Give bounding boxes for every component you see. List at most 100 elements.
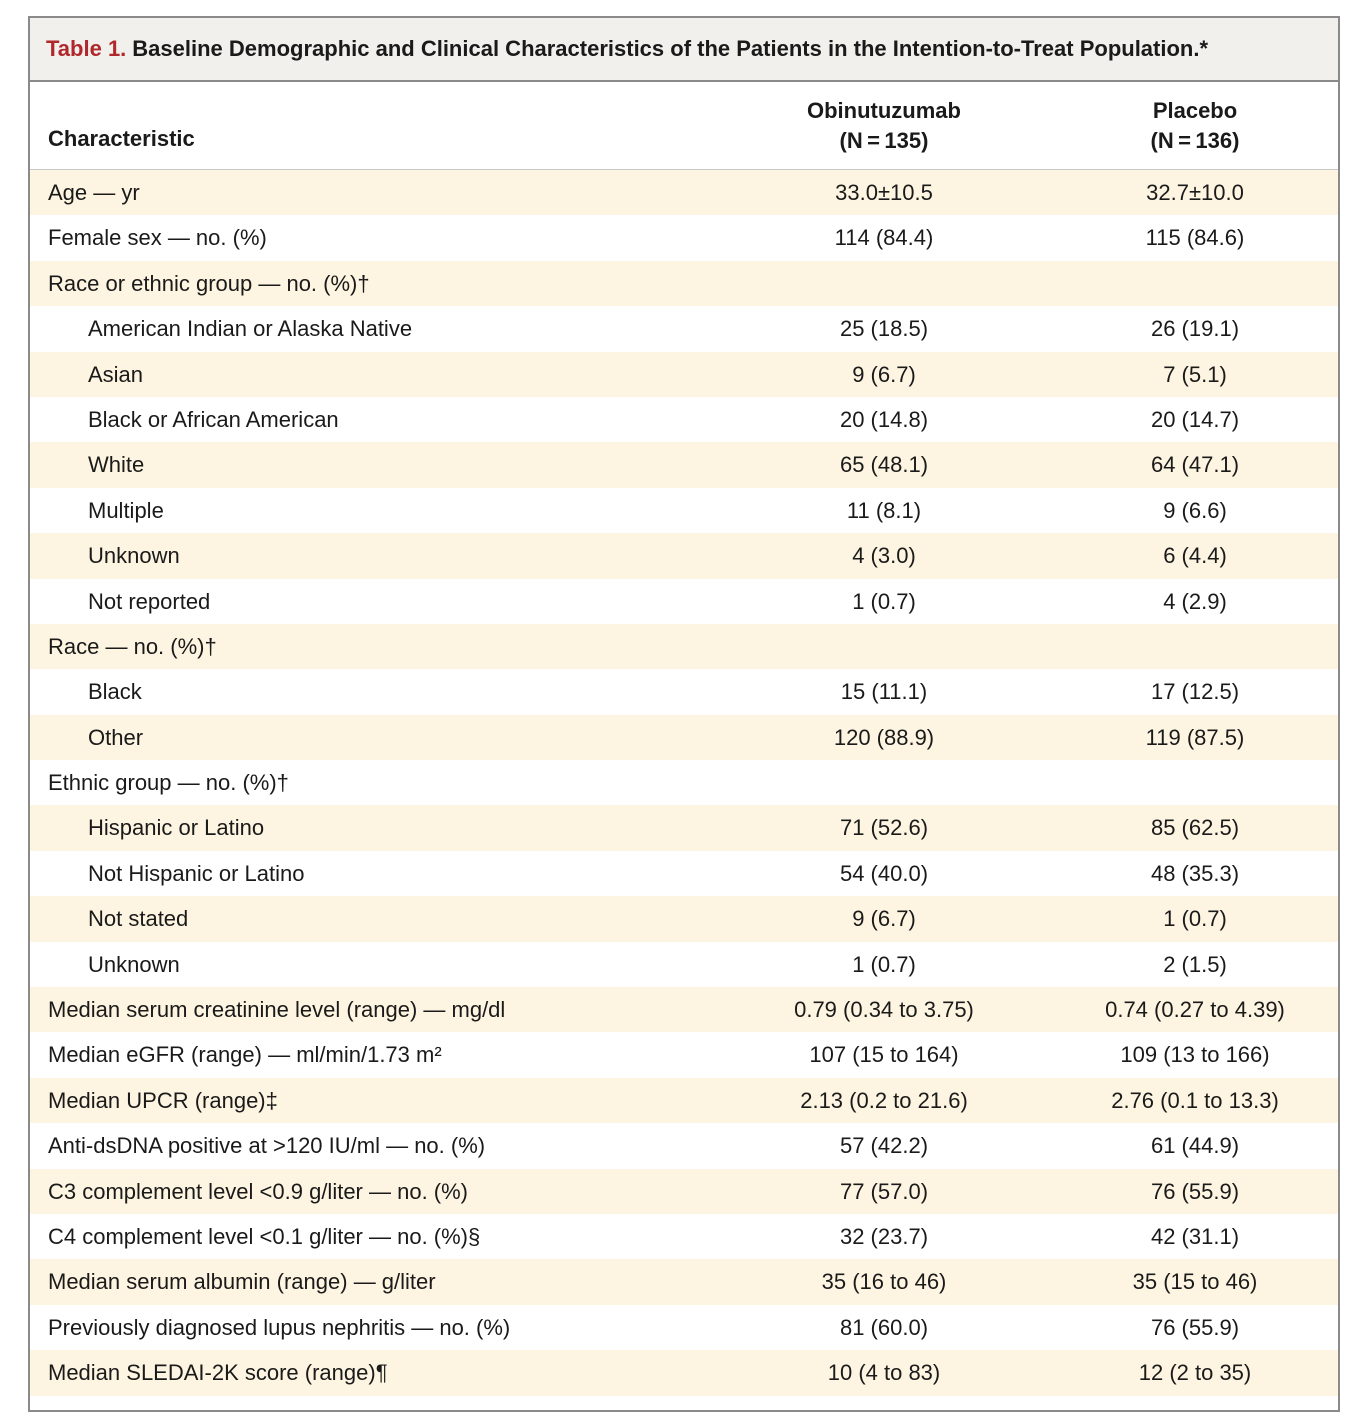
table-row: C3 complement level <0.9 g/liter — no. (… (30, 1168, 1338, 1214)
row-label: Hispanic or Latino (88, 815, 265, 841)
obinutuzumab-value: 107 (15 to 164) (809, 1042, 959, 1068)
placebo-value: 1 (0.7) (1163, 906, 1227, 932)
placebo-value: 26 (19.1) (1150, 316, 1240, 342)
row-label: Unknown (88, 951, 180, 977)
placebo-value: 85 (62.5) (1150, 815, 1240, 841)
obinutuzumab-value: 32 (23.7) (839, 1223, 929, 1249)
obinutuzumab-value: 2.13 (0.2 to 21.6) (800, 1087, 968, 1113)
placebo-value: 20 (14.7) (1150, 406, 1240, 432)
placebo-value: 0.74 (0.27 to 4.39) (1105, 997, 1285, 1023)
row-label: Black or African American (88, 406, 339, 432)
obinutuzumab-value: 1 (0.7) (852, 588, 916, 614)
placebo-value: 76 (55.9) (1150, 1314, 1240, 1340)
obinutuzumab-value: 65 (48.1) (839, 452, 929, 478)
table-body: Age — yr 33.0±10.5 32.7±10.0 Female sex — n… (30, 170, 1338, 1396)
table-row: Other 120 (88.9) 119 (87.5) (30, 714, 1338, 761)
table-row: Race or ethnic group — no. (%)† (30, 260, 1338, 307)
table-header: Characteristic Obinutuzumab (N = 135) Pl… (30, 82, 1338, 170)
table-row: White 65 (48.1) 64 (47.1) (30, 442, 1338, 488)
row-label: Female sex — no. (%) (48, 225, 267, 251)
table-row: Age — yr 33.0±10.5 32.7±10.0 (30, 170, 1338, 216)
table-row: Not Hispanic or Latino 54 (40.0) 48 (35.3) (30, 851, 1338, 896)
row-label: Other (88, 724, 144, 750)
placebo-value: 2 (1.5) (1163, 951, 1227, 977)
row-label: Unknown (88, 543, 180, 569)
row-label: Previously diagnosed lupus nephritis — n… (48, 1314, 511, 1340)
table-row: Hispanic or Latino 71 (52.6) 85 (62.5) (30, 805, 1338, 851)
obinutuzumab-value: 11 (8.1) (846, 497, 922, 523)
obinutuzumab-value: 10 (4 to 83) (827, 1360, 941, 1386)
table-row: Median eGFR (range) — ml/min/1.73 m² 107 … (30, 1032, 1338, 1077)
table-row: Asian 9 (6.7) 7 (5.1) (30, 351, 1338, 397)
group2-n: (N = 136) (1150, 128, 1240, 153)
table-row: American Indian or Alaska Native 25 (18.5… (30, 306, 1338, 351)
row-label: Ethnic group — no. (%)† (48, 770, 289, 796)
obinutuzumab-value: 77 (57.0) (839, 1178, 929, 1204)
table-row: Not reported 1 (0.7) 4 (2.9) (30, 579, 1338, 624)
obinutuzumab-value: 57 (42.2) (839, 1133, 929, 1159)
table-row: Unknown 4 (3.0) 6 (4.4) (30, 533, 1338, 579)
obinutuzumab-value: 15 (11.1) (840, 679, 928, 705)
table-row: Not stated 9 (6.7) 1 (0.7) (30, 896, 1338, 942)
table-title-bar: Table 1. Baseline Demographic and Clinic… (30, 18, 1338, 82)
obinutuzumab-value: 9 (6.7) (852, 906, 916, 932)
placebo-value: 48 (35.3) (1150, 860, 1240, 886)
placebo-value: 35 (15 to 46) (1132, 1269, 1258, 1295)
placebo-value: 109 (13 to 166) (1120, 1042, 1270, 1068)
table-row: Race — no. (%)† (30, 623, 1338, 670)
row-label: Median serum albumin (range) — g/liter (48, 1269, 436, 1295)
row-label: Black (88, 679, 142, 705)
table-row: Median SLEDAI-2K score (range)¶ 10 (4 to … (30, 1350, 1338, 1396)
row-label: Asian (88, 361, 144, 387)
row-label: C4 complement level <0.1 g/liter — no. (… (48, 1223, 481, 1249)
obinutuzumab-value: 25 (18.5) (839, 316, 929, 342)
row-label: Median SLEDAI-2K score (range)¶ (48, 1360, 388, 1386)
table-row: Multiple 11 (8.1) 9 (6.6) (30, 488, 1338, 533)
obinutuzumab-value: 71 (52.6) (839, 815, 929, 841)
row-label: White (88, 452, 145, 478)
obinutuzumab-value: 0.79 (0.34 to 3.75) (794, 997, 974, 1023)
table-title: Baseline Demographic and Clinical Charac… (132, 36, 1209, 61)
group1-n: (N = 135) (839, 128, 929, 153)
row-label: Race or ethnic group — no. (%)† (48, 270, 370, 296)
row-label: Median serum creatinine level (range) — … (48, 997, 506, 1023)
obinutuzumab-value: 9 (6.7) (852, 361, 916, 387)
obinutuzumab-value: 54 (40.0) (839, 860, 929, 886)
table-row: C4 complement level <0.1 g/liter — no. (… (30, 1214, 1338, 1259)
table-frame: Table 1. Baseline Demographic and Clinic… (28, 16, 1340, 1412)
obinutuzumab-value: 1 (0.7) (852, 951, 916, 977)
row-label: Multiple (88, 497, 164, 523)
table-row: Median serum albumin (range) — g/liter 35… (30, 1259, 1338, 1305)
placebo-value: 2.76 (0.1 to 13.3) (1111, 1087, 1279, 1113)
table-label: Table 1. (46, 36, 127, 61)
placebo-value: 17 (12.5) (1150, 679, 1240, 705)
row-label: Median eGFR (range) — ml/min/1.73 m² (48, 1042, 442, 1068)
group1-name: Obinutuzumab (807, 98, 961, 123)
placebo-value: 115 (84.6) (1145, 225, 1245, 251)
row-label: Not stated (88, 906, 189, 932)
row-label: American Indian or Alaska Native (88, 316, 413, 342)
obinutuzumab-value: 4 (3.0) (852, 543, 916, 569)
table-row: Black or African American 20 (14.8) 20 (14… (30, 397, 1338, 442)
row-label: Anti-dsDNA positive at >120 IU/ml — no. … (48, 1133, 486, 1159)
row-label: Median UPCR (range)‡ (48, 1087, 278, 1113)
placebo-value: 61 (44.9) (1150, 1133, 1240, 1159)
obinutuzumab-value: 114 (84.4) (834, 225, 934, 251)
row-label: Not Hispanic or Latino (88, 860, 305, 886)
table-row: Anti-dsDNA positive at >120 IU/ml — no. … (30, 1123, 1338, 1168)
placebo-value: 7 (5.1) (1163, 361, 1227, 387)
placebo-value: 9 (6.6) (1163, 497, 1227, 523)
placebo-value: 12 (2 to 35) (1138, 1360, 1252, 1386)
column-header-characteristic: Characteristic (48, 126, 195, 151)
obinutuzumab-value: 20 (14.8) (839, 406, 929, 432)
placebo-value: 119 (87.5) (1145, 724, 1245, 750)
table-row: Black 15 (11.1) 17 (12.5) (30, 669, 1338, 714)
table-row: Unknown 1 (0.7) 2 (1.5) (30, 942, 1338, 987)
obinutuzumab-value: 33.0±10.5 (835, 180, 933, 205)
table-row: Ethnic group — no. (%)† (30, 760, 1338, 805)
obinutuzumab-value: 120 (88.9) (833, 724, 935, 750)
placebo-value: 76 (55.9) (1150, 1178, 1240, 1204)
row-label: Race — no. (%)† (48, 633, 217, 659)
column-header-placebo: Placebo (N = 136) (1045, 96, 1338, 156)
table-row: Female sex — no. (%) 114 (84.4) 115 (84.6) (30, 215, 1338, 260)
